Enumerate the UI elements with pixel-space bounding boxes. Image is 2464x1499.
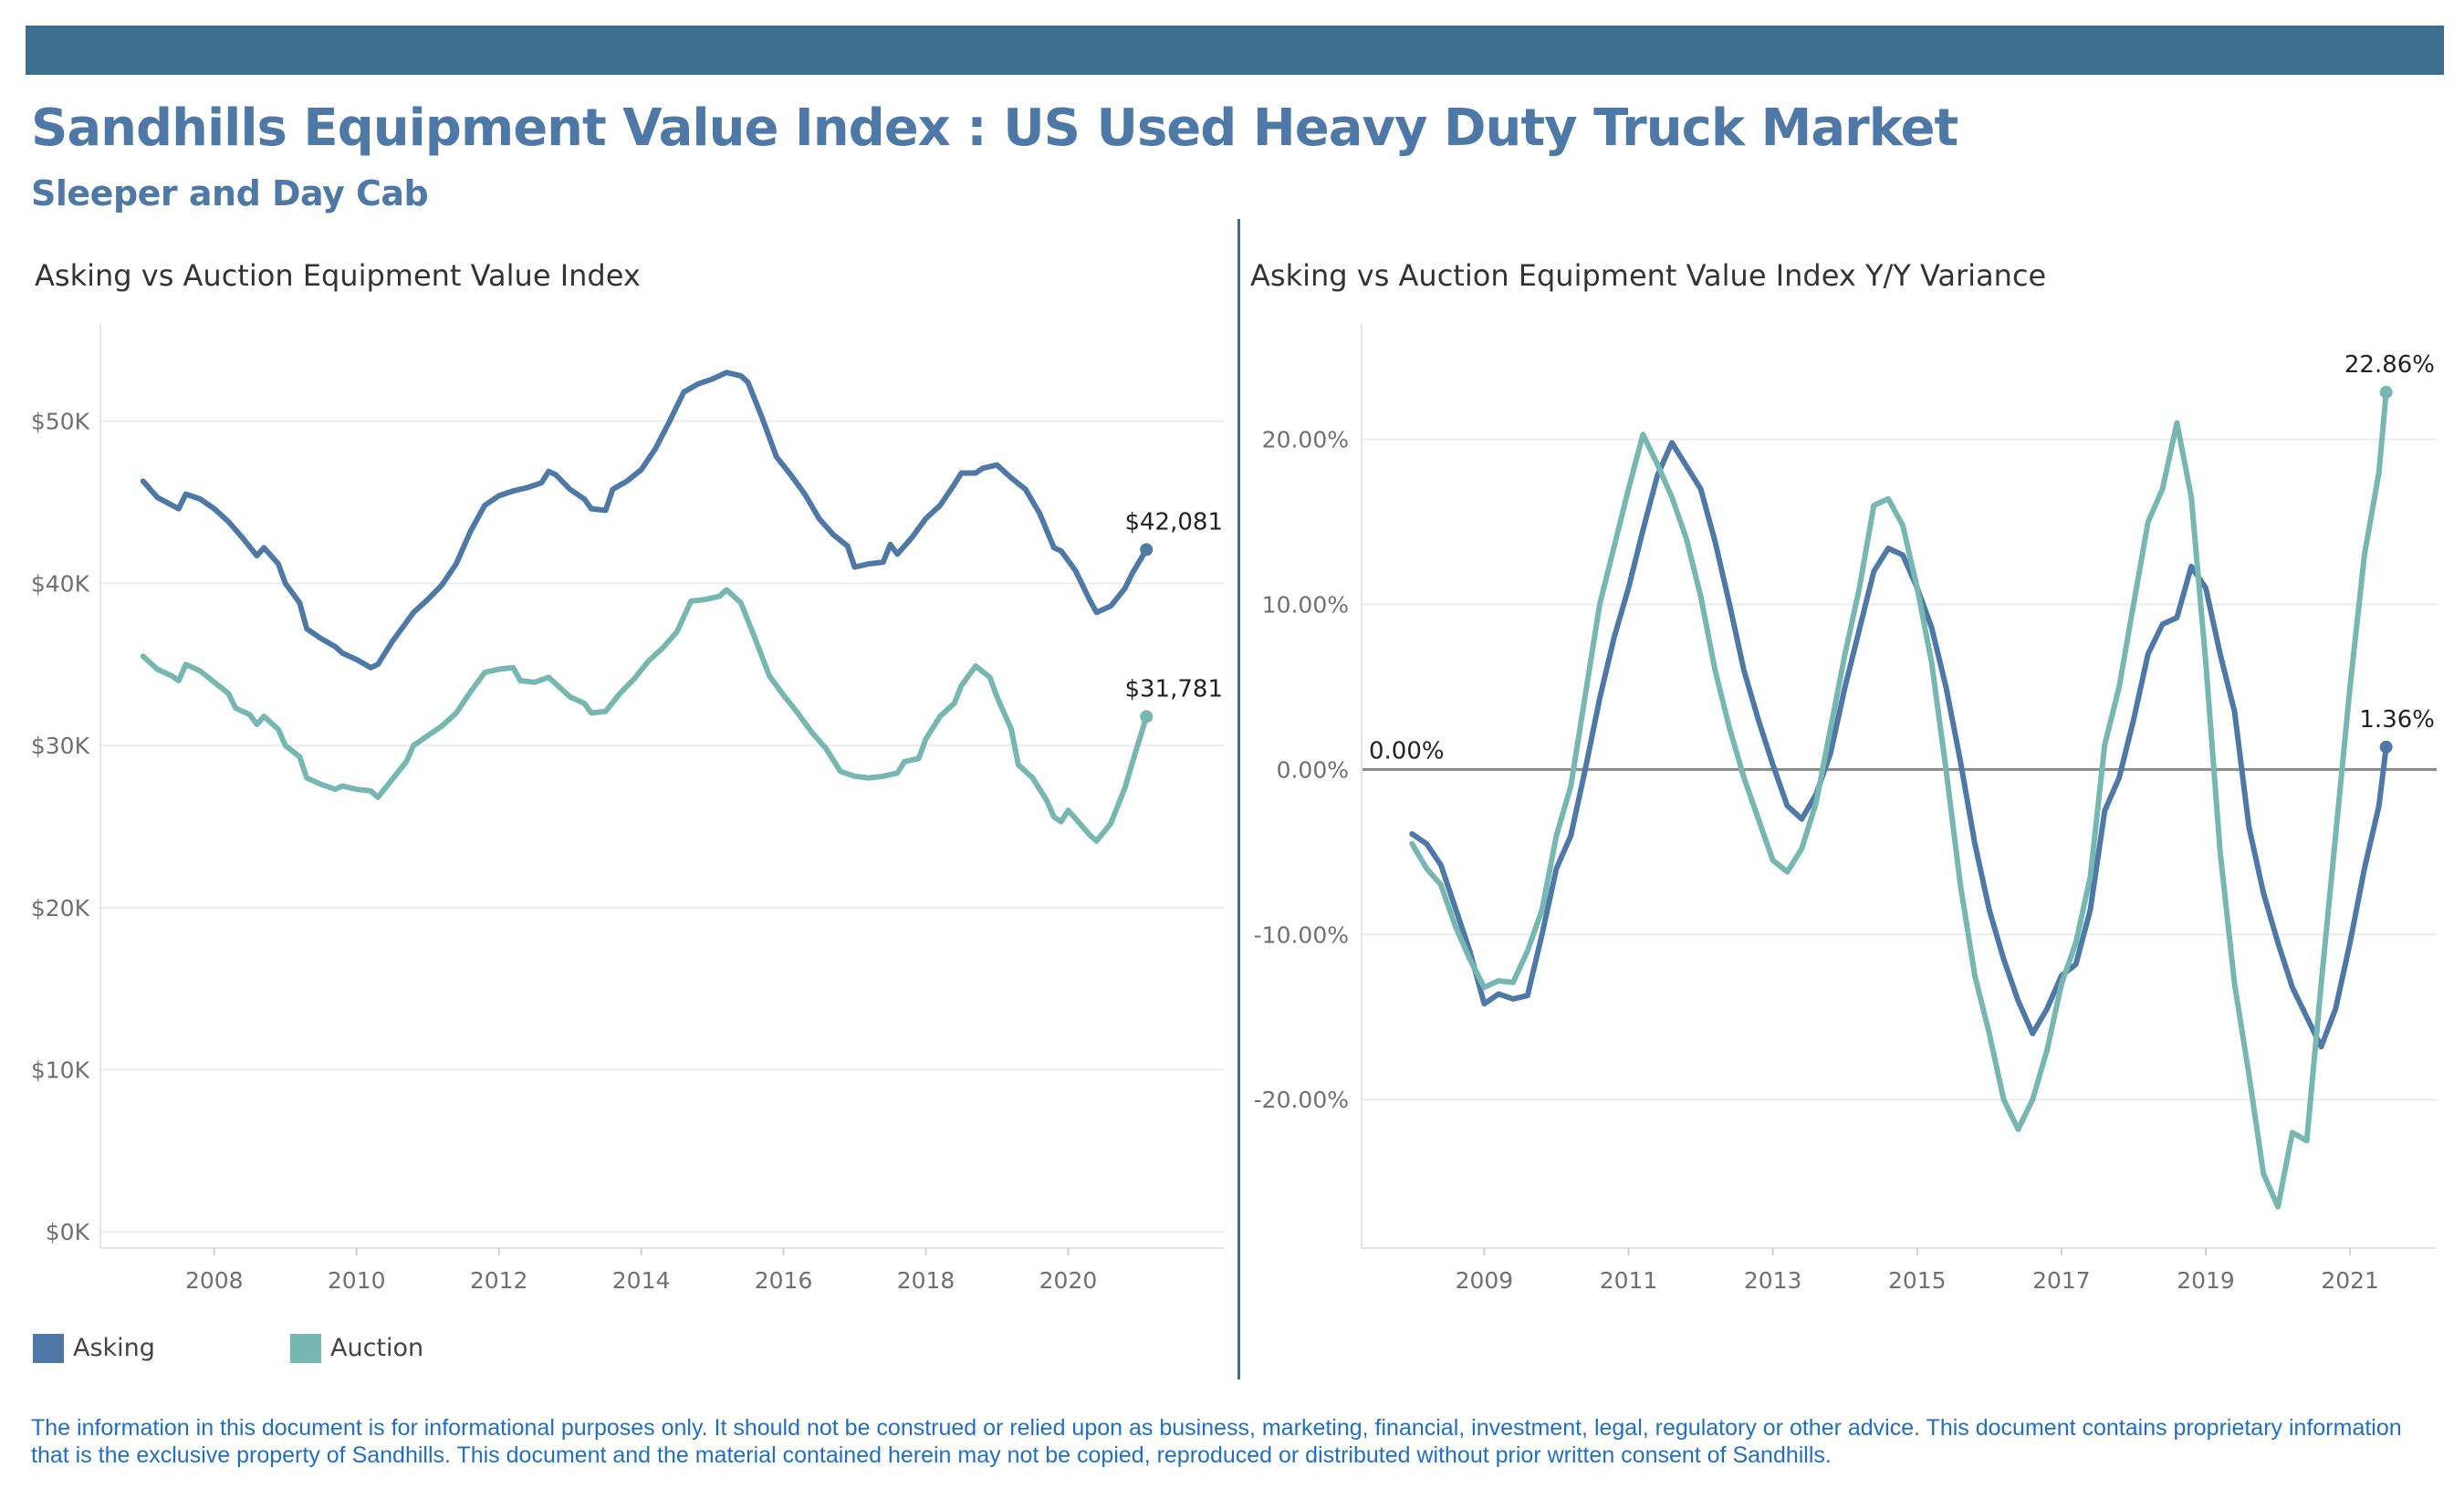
series-line-asking: [140, 370, 1150, 671]
series-line-asking: [1409, 440, 2389, 1050]
end-point-auction: [1140, 710, 1154, 723]
x-tick-label: 2018: [897, 1267, 955, 1294]
legend-label-auction: Auction: [330, 1334, 424, 1362]
y-tick-label: -20.00%: [1254, 1087, 1349, 1113]
y-tick-label: $20K: [31, 895, 90, 921]
page-subtitle: Sleeper and Day Cab: [31, 173, 429, 213]
y-tick-label: $10K: [31, 1057, 90, 1084]
x-tick-label: 2015: [1888, 1267, 1947, 1294]
end-label-auction: 22.86%: [2344, 351, 2435, 379]
y-tick-label: -10.00%: [1254, 921, 1349, 948]
panel-divider: [1237, 219, 1240, 1379]
series-line-auction: [1409, 389, 2389, 1210]
end-point-asking: [1140, 543, 1154, 557]
x-tick-label: 2021: [2321, 1267, 2379, 1294]
end-point-auction: [2379, 385, 2393, 399]
end-label-auction: $31,781: [1124, 675, 1223, 703]
right-chart-title: Asking vs Auction Equipment Value Index …: [1250, 258, 2047, 293]
variance-chart: -20.00% -10.00% 0.00% 10.00% 20.00% 0.00% 2009…: [1254, 324, 2437, 1294]
index-chart: $0K $10K $20K $30K $40K $50K 2008 2010 2012 2014 2…: [31, 324, 1225, 1294]
y-tick-label: $30K: [31, 733, 90, 759]
end-label-asking: $42,081: [1124, 508, 1223, 536]
x-tick-label: 2013: [1744, 1267, 1802, 1294]
x-tick-label: 2010: [328, 1267, 386, 1294]
legend-swatch-auction: [290, 1334, 321, 1363]
header-bar: [26, 26, 2444, 75]
y-tick-label: 10.00%: [1262, 592, 1349, 619]
x-tick-label: 2020: [1039, 1267, 1098, 1294]
x-tick-label: 2019: [2177, 1267, 2235, 1294]
series-line-auction: [140, 587, 1150, 844]
y-tick-label: $50K: [31, 409, 90, 435]
y-tick-label: $0K: [46, 1219, 90, 1245]
x-tick-label: 2012: [470, 1267, 528, 1294]
x-tick-label: 2017: [2032, 1267, 2091, 1294]
y-tick-label: $40K: [31, 570, 90, 597]
reference-line-label: 0.00%: [1369, 737, 1445, 765]
x-tick-label: 2008: [185, 1267, 244, 1294]
disclaimer-text: The information in this document is for …: [31, 1415, 2402, 1468]
end-label-asking: 1.36%: [2359, 706, 2435, 734]
y-tick-label: 20.00%: [1262, 427, 1349, 453]
left-chart-title: Asking vs Auction Equipment Value Index: [35, 258, 641, 293]
legend-swatch-asking: [33, 1334, 64, 1363]
y-tick-label: 0.00%: [1277, 756, 1349, 783]
x-tick-label: 2014: [612, 1267, 671, 1294]
end-point-asking: [2379, 740, 2393, 754]
x-tick-label: 2016: [755, 1267, 813, 1294]
page-title: Sandhills Equipment Value Index : US Use…: [31, 99, 1958, 158]
legend-label-asking: Asking: [73, 1334, 155, 1362]
x-tick-label: 2009: [1456, 1267, 1514, 1294]
x-tick-label: 2011: [1600, 1267, 1658, 1294]
